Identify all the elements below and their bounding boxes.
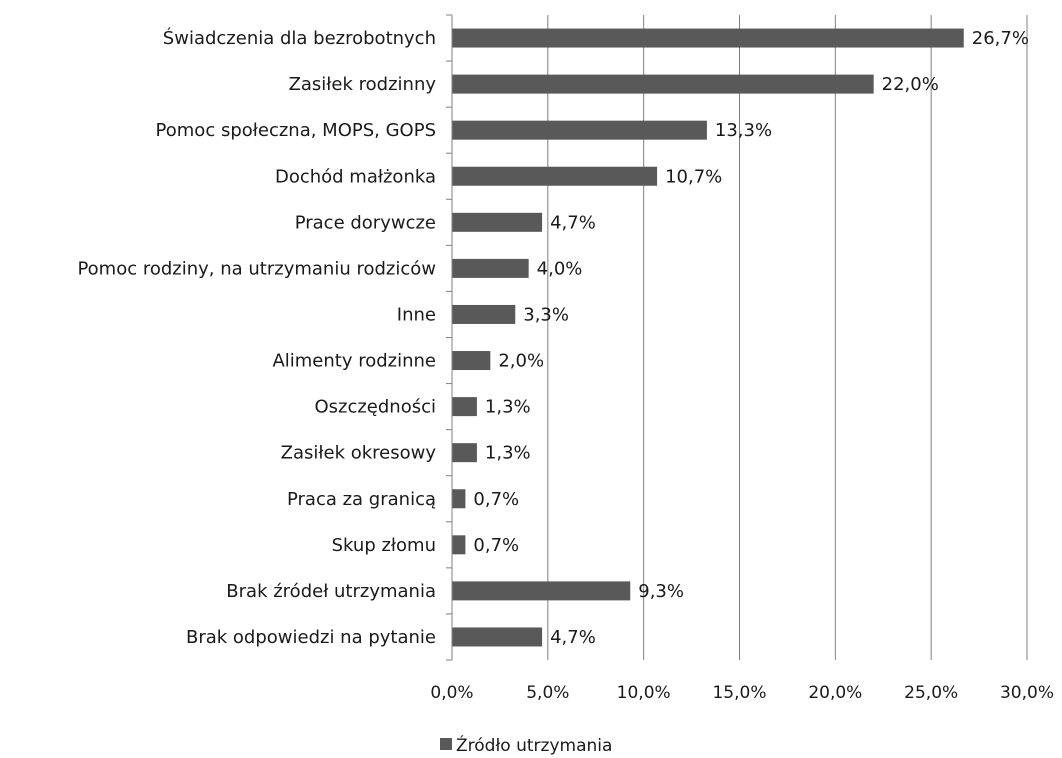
category-label: Zasiłek rodzinny xyxy=(289,74,437,95)
legend-label: Źródło utrzymania xyxy=(456,734,612,756)
data-label: 1,3% xyxy=(485,397,531,418)
category-label: Alimenty rodzinne xyxy=(272,351,436,372)
data-label: 4,7% xyxy=(550,212,596,233)
data-label: 22,0% xyxy=(882,74,939,95)
bar xyxy=(452,120,707,140)
category-label: Pomoc społeczna, MOPS, GOPS xyxy=(156,120,436,141)
x-tick-labels: 0,0% 5,0% 10,0% 15,0% 20,0% 25,0% 30,0% xyxy=(430,683,1054,703)
category-label: Dochód małżonka xyxy=(275,166,436,187)
category-label: Praca za granicą xyxy=(287,489,436,510)
category-label: Oszczędności xyxy=(314,397,436,418)
bar xyxy=(452,212,543,232)
legend-swatch xyxy=(440,738,452,750)
data-label: 1,3% xyxy=(485,443,531,464)
bar xyxy=(452,74,874,94)
category-label: Brak źródeł utrzymania xyxy=(226,581,436,602)
category-label: Inne xyxy=(397,304,436,325)
data-label: 0,7% xyxy=(473,489,519,510)
category-axis xyxy=(446,14,453,661)
legend: Źródło utrzymania xyxy=(440,734,612,756)
category-label: Brak odpowiedzi na pytanie xyxy=(186,627,436,648)
data-label: 10,7% xyxy=(665,166,722,187)
bar xyxy=(452,489,466,509)
data-label: 26,7% xyxy=(972,28,1029,49)
data-label: 4,0% xyxy=(537,258,583,279)
bar xyxy=(452,535,466,555)
x-tick-label: 25,0% xyxy=(904,683,958,703)
data-label: 4,7% xyxy=(550,627,596,648)
category-label: Prace dorywcze xyxy=(295,212,436,233)
bar xyxy=(452,581,631,601)
x-tick-label: 0,0% xyxy=(430,683,473,703)
category-label: Skup złomu xyxy=(332,535,436,556)
bar xyxy=(452,304,516,324)
bar xyxy=(452,397,477,417)
x-tick-label: 10,0% xyxy=(617,683,671,703)
bar xyxy=(452,166,658,186)
bar xyxy=(452,443,477,463)
x-tick-label: 30,0% xyxy=(1000,683,1054,703)
x-tick-label: 20,0% xyxy=(808,683,862,703)
gridlines xyxy=(547,15,1028,660)
x-tick-label: 15,0% xyxy=(712,683,766,703)
bar xyxy=(452,627,543,647)
data-label: 13,3% xyxy=(715,120,772,141)
data-label: 0,7% xyxy=(473,535,519,556)
bar xyxy=(452,351,491,371)
data-labels: 26,7% 22,0% 13,3% 10,7% 4,7% 4,0% 3,3% 2,0% 1,3%… xyxy=(473,28,1029,648)
bars xyxy=(452,28,964,647)
x-tick-label: 5,0% xyxy=(526,683,569,703)
data-label: 9,3% xyxy=(638,581,684,602)
data-label: 2,0% xyxy=(498,351,544,372)
bar xyxy=(452,258,529,278)
bar xyxy=(452,28,964,48)
category-label: Pomoc rodziny, na utrzymaniu rodziców xyxy=(77,258,436,279)
category-label: Świadczenia dla bezrobotnych xyxy=(163,27,436,49)
category-label: Zasiłek okresowy xyxy=(281,443,437,464)
category-labels: Świadczenia dla bezrobotnych Zasiłek rodz… xyxy=(77,27,436,648)
data-label: 3,3% xyxy=(523,304,569,325)
